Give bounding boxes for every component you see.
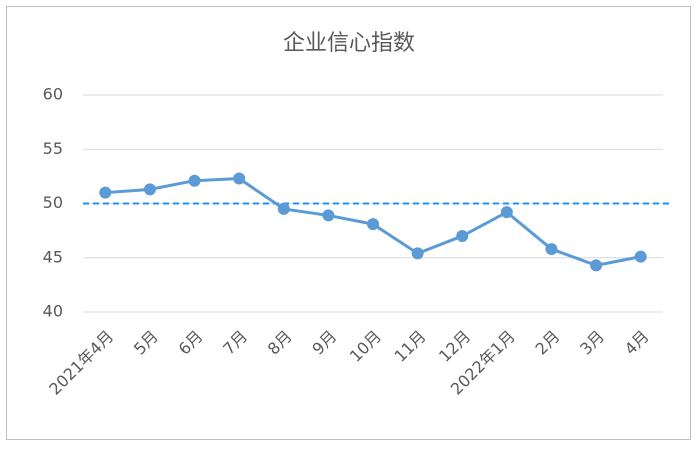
- data-point: [233, 172, 246, 185]
- data-point: [590, 259, 603, 272]
- data-point: [322, 209, 335, 222]
- y-tick-label: 50: [43, 193, 63, 212]
- data-point: [143, 183, 156, 196]
- data-point: [99, 186, 112, 199]
- data-point: [456, 230, 469, 243]
- y-tick-label: 55: [43, 139, 63, 158]
- data-point: [500, 206, 513, 219]
- data-point: [634, 250, 647, 263]
- data-point: [367, 218, 379, 231]
- y-tick-label: 40: [43, 302, 63, 321]
- data-point: [545, 243, 558, 256]
- data-point: [277, 202, 290, 215]
- data-point: [411, 247, 424, 260]
- chart-frame: [6, 6, 691, 440]
- y-tick-label: 60: [43, 85, 63, 104]
- y-tick-label: 45: [43, 247, 63, 266]
- chart-title: 企业信心指数: [283, 31, 415, 56]
- data-point: [188, 174, 201, 187]
